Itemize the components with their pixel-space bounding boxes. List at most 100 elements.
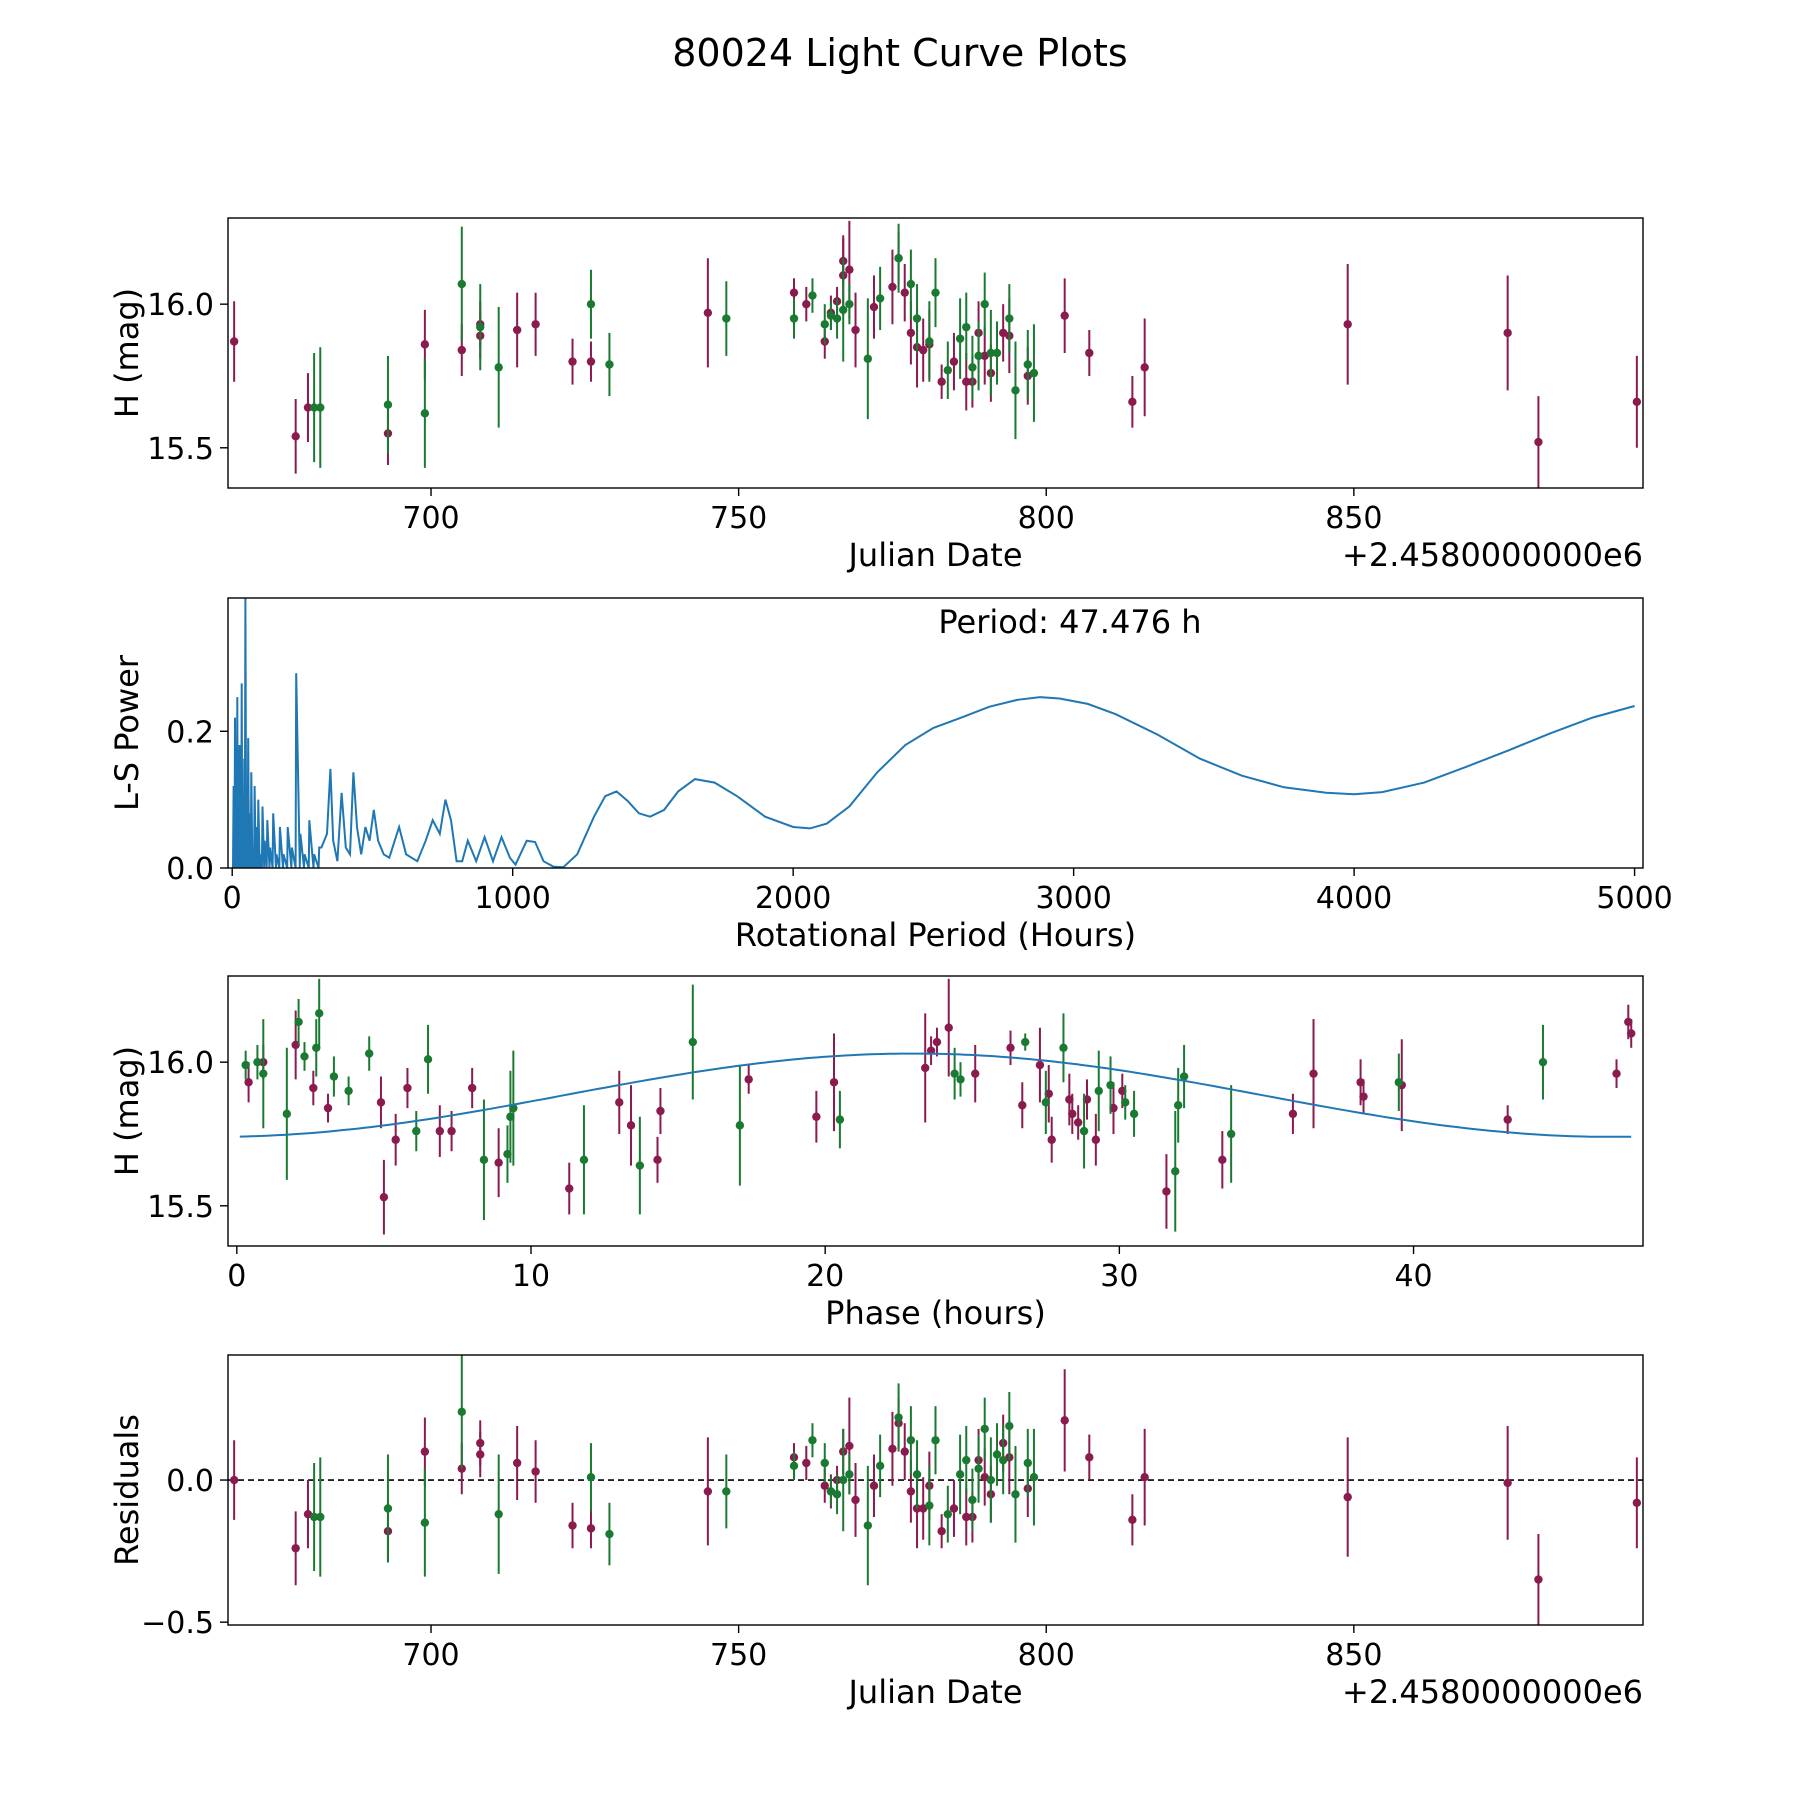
data-point-green [820, 1458, 829, 1468]
data-point-green [1021, 1037, 1030, 1047]
data-point-red [531, 1467, 540, 1476]
data-point-green [365, 1049, 374, 1058]
data-point-red [467, 1083, 477, 1093]
x-tick-label: 1000 [475, 881, 551, 916]
data-point-green [986, 348, 996, 358]
data-point-green [420, 1518, 430, 1527]
data-point-red [829, 1078, 839, 1087]
phased-frame [227, 975, 1644, 1247]
x-tick-label: 10 [512, 1259, 550, 1294]
data-point-green [992, 1450, 1002, 1459]
data-point-red [420, 1447, 430, 1456]
data-point-red [457, 345, 466, 355]
phased-plot-area [239, 978, 1636, 1235]
data-point-red [476, 1438, 485, 1448]
data-point-green [1171, 1167, 1180, 1176]
x-tick-label: 800 [1018, 1638, 1075, 1673]
x-tick-label: 750 [710, 1638, 767, 1673]
data-point-green [931, 288, 940, 297]
data-point-green [820, 320, 829, 329]
data-point-red [932, 1037, 942, 1047]
data-point-red [1140, 363, 1149, 372]
data-point-red [1534, 437, 1543, 447]
y-axis-label: Residuals [108, 1414, 146, 1566]
data-point-green [1538, 1057, 1548, 1067]
data-point-green [955, 1470, 965, 1479]
x-axis-label: Julian Date [846, 1673, 1022, 1711]
data-point-red [323, 1103, 333, 1113]
data-point-green [329, 1072, 339, 1081]
data-point-green [1106, 1080, 1115, 1090]
data-point-green [1005, 314, 1014, 323]
data-point-green [974, 351, 983, 361]
data-point-green [956, 1075, 965, 1084]
data-point-green [722, 314, 731, 323]
data-point-green [344, 1086, 353, 1096]
data-point-green [1029, 368, 1039, 378]
data-point-red [900, 1447, 909, 1456]
data-point-green [962, 322, 971, 332]
data-point-green [943, 1509, 953, 1519]
data-point-red [869, 1481, 879, 1490]
data-point-green [1394, 1078, 1404, 1087]
data-point-green [863, 354, 873, 363]
data-point-green [314, 1009, 324, 1018]
data-point-green [931, 1436, 940, 1445]
data-point-red [457, 1464, 466, 1473]
period-annotation: Period: 47.476 h [938, 603, 1201, 641]
data-point-green [383, 1504, 393, 1513]
data-point-green [309, 1512, 319, 1522]
x-tick-label: 30 [1100, 1259, 1138, 1294]
data-point-green [835, 1115, 845, 1124]
data-point-green [423, 1055, 433, 1064]
data-point-green [259, 1069, 268, 1078]
data-point-green [688, 1037, 698, 1047]
data-point-red [802, 299, 811, 309]
x-tick-label: 0 [223, 881, 242, 916]
data-point-green [420, 409, 430, 418]
data-point-red [949, 1504, 959, 1513]
x-tick-label: 850 [1325, 1638, 1382, 1673]
data-point-red [820, 1481, 829, 1490]
data-point-green [912, 1470, 922, 1479]
data-point-red [391, 1135, 400, 1144]
data-point-green [808, 1436, 817, 1445]
data-point-green [294, 1017, 303, 1027]
x-tick-label: 40 [1394, 1259, 1432, 1294]
data-point-red [1006, 1043, 1015, 1053]
data-point-red [1162, 1187, 1171, 1196]
data-point-green [832, 314, 842, 323]
data-point-green [635, 1161, 645, 1170]
data-point-green [1129, 1109, 1139, 1119]
y-tick-label: 15.5 [147, 432, 214, 467]
data-point-red [229, 337, 239, 346]
data-point-green [1029, 1473, 1039, 1482]
data-point-red [888, 282, 897, 292]
data-point-green [253, 1057, 262, 1067]
data-point-green [998, 1455, 1008, 1465]
data-point-green [316, 403, 325, 412]
data-point-red [531, 320, 540, 329]
x-offset-text: +2.4580000000e6 [1342, 1673, 1643, 1711]
data-point-red [1128, 1515, 1137, 1525]
x-tick-label: 700 [402, 1638, 459, 1673]
y-tick-label: 0.2 [166, 715, 214, 750]
data-point-green [605, 360, 614, 369]
data-point-red [626, 1121, 636, 1130]
data-point-green [808, 291, 817, 300]
data-point-red [291, 1544, 300, 1553]
x-tick-label: 20 [806, 1259, 844, 1294]
data-point-green [839, 1475, 848, 1485]
data-point-green [479, 1155, 489, 1165]
data-point-green [241, 1060, 250, 1070]
periodogram-frame [227, 597, 1644, 869]
data-point-red [447, 1126, 456, 1136]
data-point-green [1011, 1490, 1020, 1499]
x-tick-label: 4000 [1316, 881, 1392, 916]
data-point-green [383, 400, 393, 409]
data-point-red [1359, 1092, 1368, 1101]
y-tick-label: 16.0 [147, 1046, 214, 1081]
data-point-red [1218, 1155, 1227, 1165]
lightcurve-plot-area [229, 220, 1642, 488]
x-tick-label: 5000 [1596, 881, 1672, 916]
